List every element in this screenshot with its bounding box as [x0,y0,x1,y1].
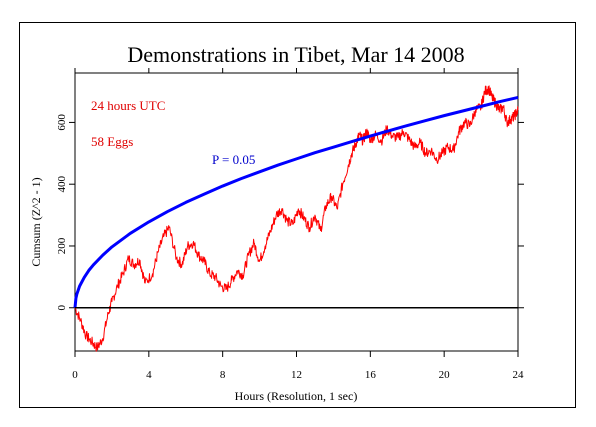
annotation-hours: 24 hours UTC [91,98,165,113]
y-tick-label: 0 [56,305,68,311]
x-axis-label: Hours (Resolution, 1 sec) [235,389,358,403]
p-value-label: P = 0.05 [212,152,255,167]
chart-frame [19,22,576,408]
annotation-eggs: 58 Eggs [91,134,133,149]
x-tick-label: 16 [365,369,377,381]
y-tick-label: 400 [56,175,68,192]
p-value-curve [73,95,519,308]
x-tick-label: 24 [513,369,525,381]
x-tick-label: 8 [220,369,226,381]
y-tick-label: 200 [56,237,68,254]
y-axis-label: Cumsum (Z^2 - 1) [29,177,43,266]
x-tick-label: 20 [439,369,451,381]
x-tick-label: 0 [72,369,78,381]
chart-title: Demonstrations in Tibet, Mar 14 2008 [127,42,464,67]
cumsum-series-line [74,85,519,352]
y-tick-label: 600 [56,114,68,131]
x-tick-label: 12 [291,369,302,381]
x-tick-label: 4 [146,369,152,381]
